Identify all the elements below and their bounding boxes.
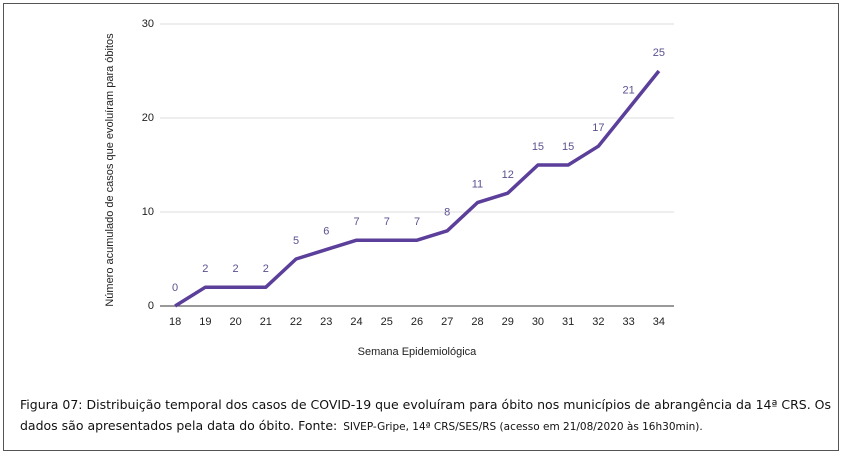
x-tick-label: 21 — [260, 316, 272, 328]
x-tick-label: 33 — [623, 316, 635, 328]
data-label: 6 — [323, 226, 329, 238]
x-tick-label: 22 — [290, 316, 302, 328]
x-tick-label: 28 — [471, 316, 483, 328]
data-label: 21 — [623, 85, 635, 97]
x-tick-label: 19 — [199, 316, 211, 328]
x-tick-label: 25 — [381, 316, 393, 328]
data-label: 2 — [233, 263, 239, 275]
x-tick-label: 23 — [320, 316, 332, 328]
caption: Figura 07: Distribuição temporal dos cas… — [20, 394, 832, 438]
y-tick-label: 20 — [142, 112, 154, 124]
data-label: 8 — [444, 207, 450, 219]
x-tick-label: 31 — [562, 316, 574, 328]
x-tick-label: 29 — [502, 316, 514, 328]
x-tick-label: 20 — [229, 316, 241, 328]
caption-source: SIVEP-Gripe, 14ª CRS/SES/RS (acesso em 2… — [343, 421, 703, 433]
caption-text: Figura 07: Distribuição temporal dos cas… — [20, 397, 831, 433]
y-tick-label: 0 — [148, 300, 154, 312]
data-label: 17 — [592, 122, 604, 134]
x-axis-label: Semana Epidemiológica — [358, 346, 478, 358]
data-label: 7 — [384, 216, 390, 228]
x-tick-label: 18 — [169, 316, 181, 328]
data-label: 11 — [472, 179, 483, 191]
data-label: 7 — [414, 216, 420, 228]
data-label: 12 — [502, 169, 514, 181]
x-tick-label: 34 — [653, 316, 665, 328]
x-tick-label: 27 — [441, 316, 453, 328]
data-label: 2 — [202, 263, 208, 275]
x-tick-label: 30 — [532, 316, 544, 328]
data-label: 5 — [293, 235, 299, 247]
data-label: 25 — [653, 47, 665, 59]
data-label: 15 — [532, 141, 544, 153]
y-tick-label: 30 — [142, 18, 154, 30]
data-label: 7 — [353, 216, 359, 228]
data-label: 2 — [263, 263, 269, 275]
frame — [3, 3, 839, 451]
y-axis-label: Número acumulado de casos que evoluíram … — [104, 33, 116, 307]
x-tick-label: 24 — [350, 316, 362, 328]
data-label: 0 — [172, 282, 178, 294]
y-tick-label: 10 — [142, 206, 154, 218]
x-tick-label: 32 — [592, 316, 604, 328]
data-line — [174, 69, 661, 308]
chart: Semana Epidemiológica Número acumulado d… — [104, 18, 674, 358]
data-label: 15 — [562, 141, 574, 153]
x-tick-label: 26 — [411, 316, 423, 328]
